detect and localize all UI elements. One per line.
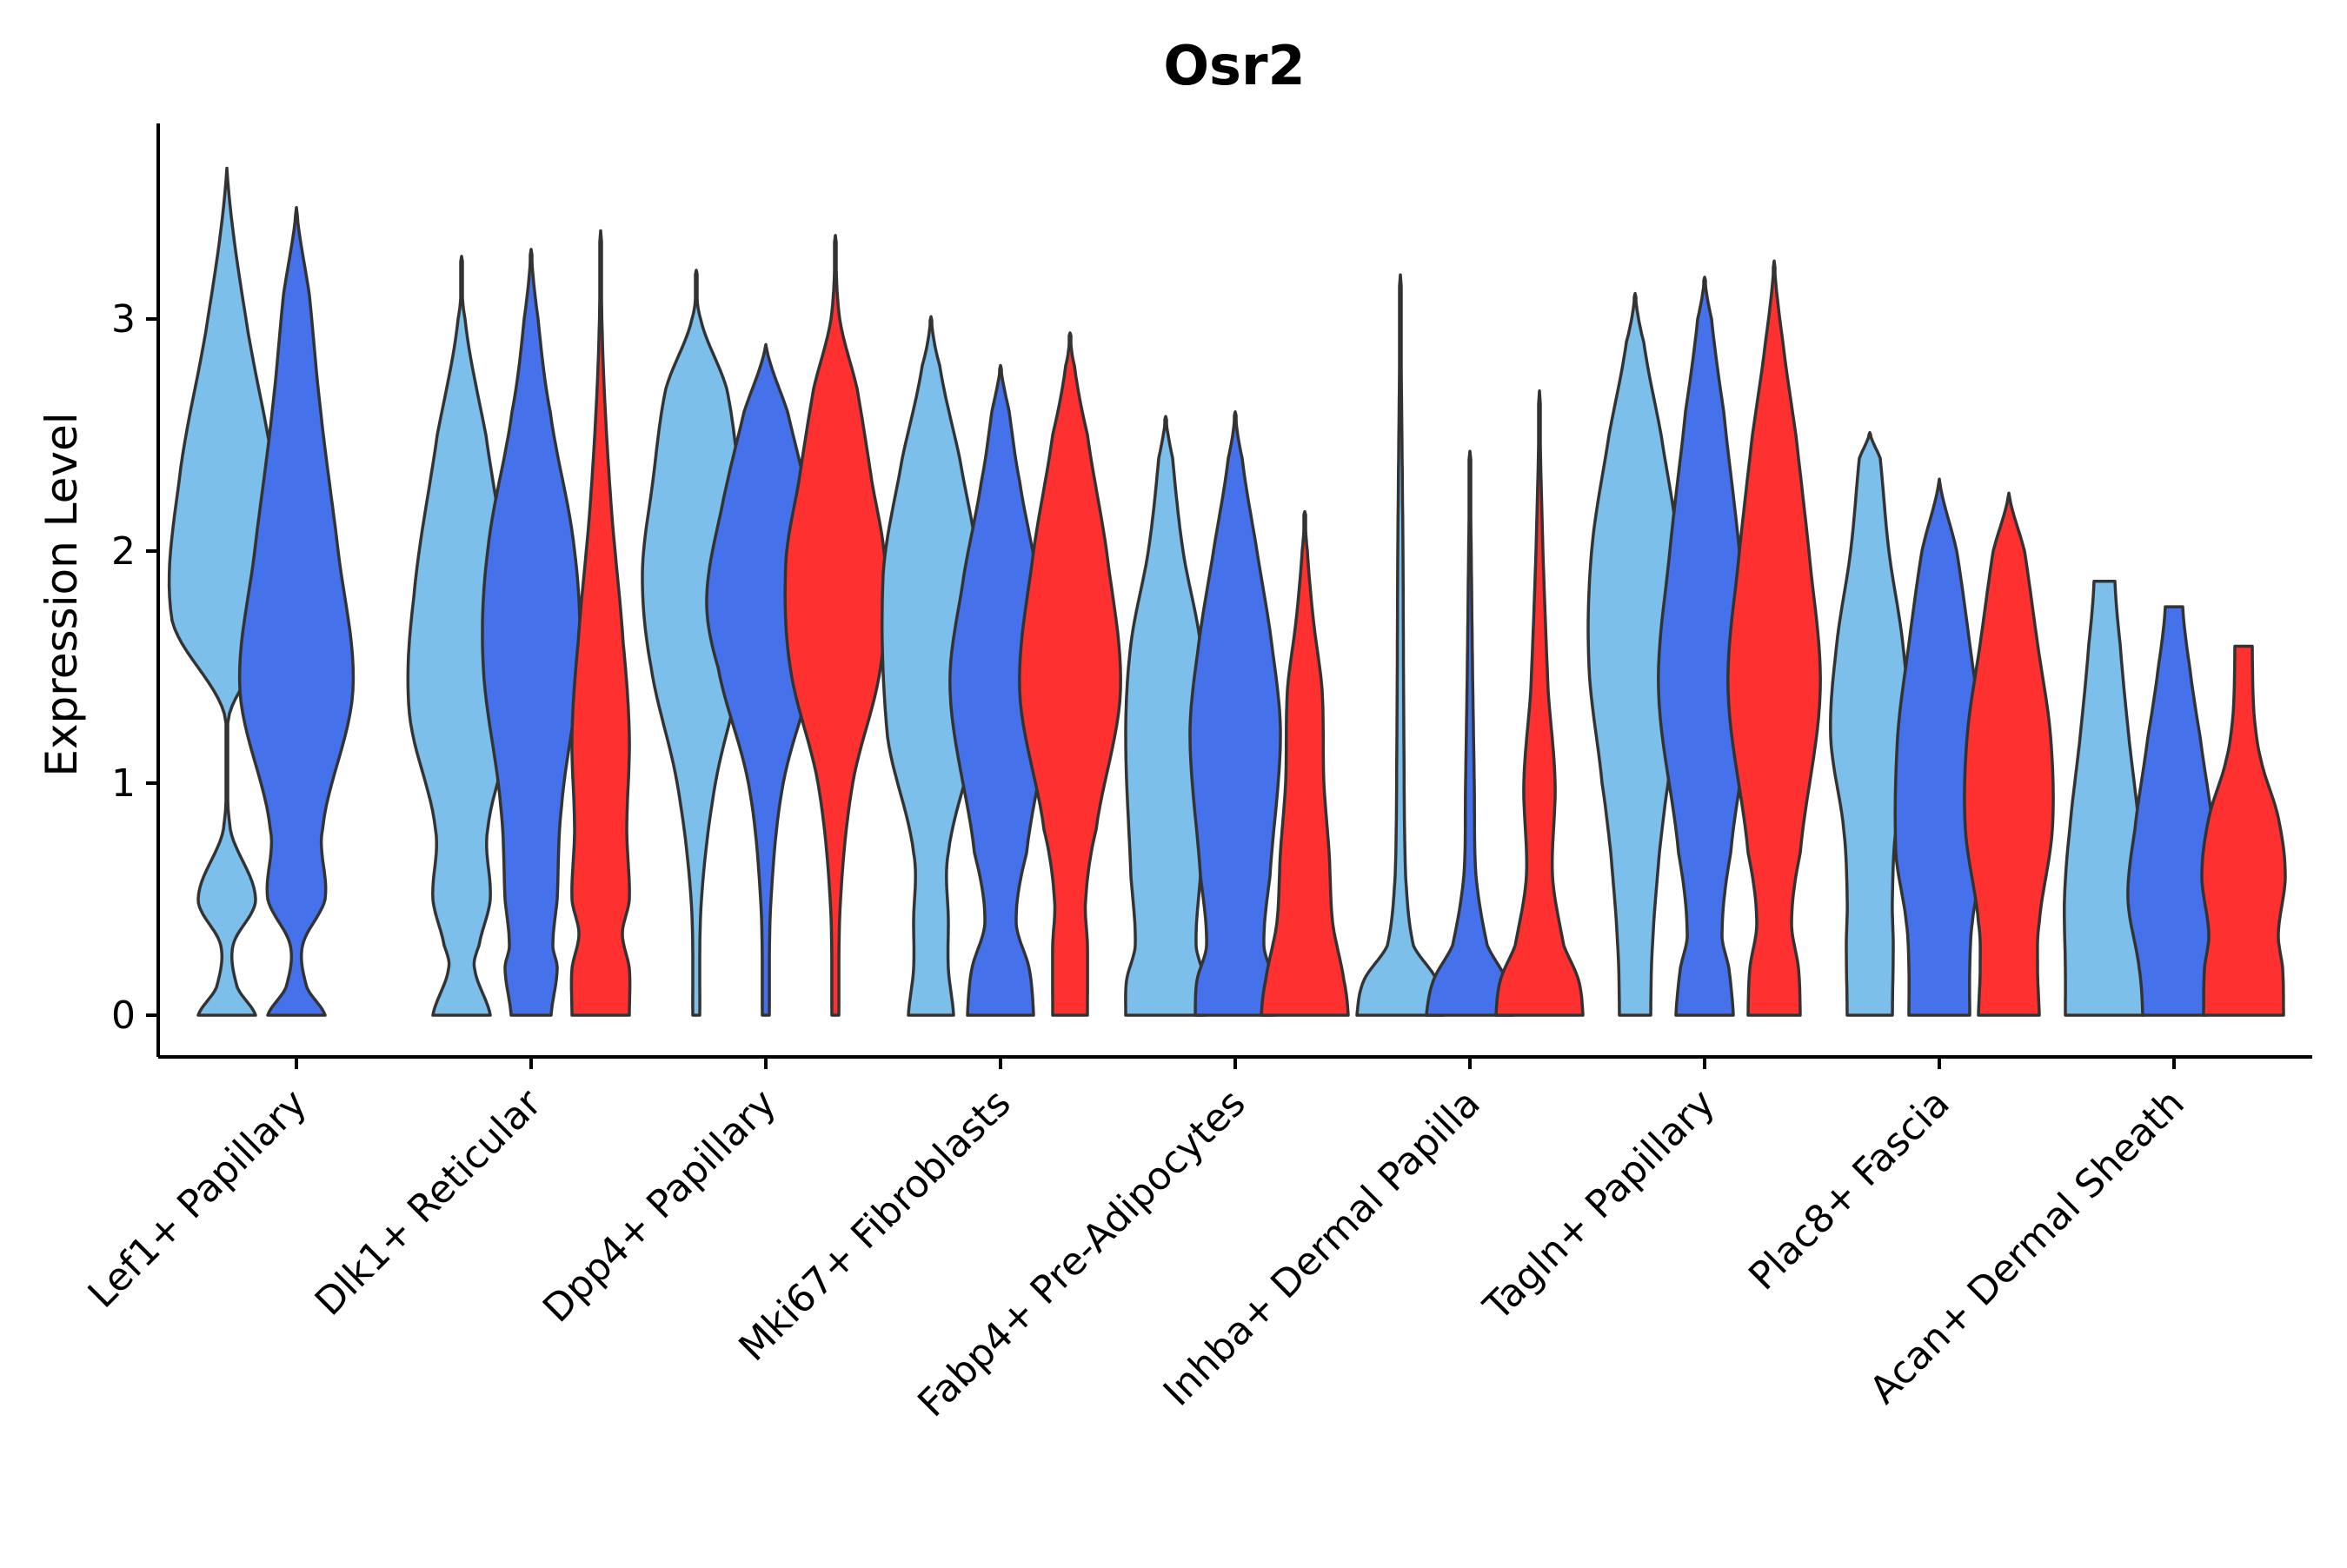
violin-mki67-fibroblasts-s1 (880, 315, 982, 1017)
violin-dlk1-reticular-s1 (406, 255, 517, 1017)
x-category-label: Plac8+ Fascia (1740, 1081, 1958, 1299)
x-category-label: Dlk1+ Reticular (307, 1080, 551, 1325)
violin-fabp4-pre-adipocytes-s2 (1188, 410, 1282, 1017)
violin-mki67-fibroblasts-s3 (1018, 331, 1122, 1017)
y-tick-label: 0 (111, 993, 136, 1038)
x-category-label: Tagln+ Papillary (1475, 1081, 1724, 1330)
violin-inhba-dermal-papilla-s2 (1425, 449, 1515, 1017)
chart-title: Osr2 (1163, 34, 1305, 97)
violin-fabp4-pre-adipocytes-s1 (1124, 415, 1207, 1017)
y-tick-label: 3 (111, 297, 136, 342)
x-category-label: Lef1+ Papillary (80, 1081, 316, 1317)
violin-lef1-papillary-s2 (237, 206, 356, 1017)
violin-dlk1-reticular-s2 (481, 248, 582, 1017)
violins-layer (167, 166, 2287, 1017)
violin-tagln-papillary-s3 (1726, 259, 1822, 1017)
violin-dlk1-reticular-s3 (569, 229, 632, 1017)
violin-tagln-papillary-s2 (1657, 276, 1752, 1017)
violin-lef1-papillary-s1 (167, 166, 287, 1017)
y-axis-label: Expression Level (37, 412, 87, 776)
violin-inhba-dermal-papilla-s1 (1355, 273, 1446, 1017)
violin-plac8-fascia-s3 (1963, 491, 2055, 1017)
violin-plac8-fascia-s1 (1829, 431, 1911, 1017)
y-tick-label: 1 (111, 761, 136, 806)
violin-tagln-papillary-s1 (1586, 291, 1684, 1017)
y-tick-label: 2 (111, 529, 136, 574)
violin-inhba-dermal-papilla-s3 (1494, 389, 1585, 1017)
violin-acan-dermal-sheath-s3 (2200, 644, 2287, 1017)
violin-acan-dermal-sheath-s1 (2063, 579, 2146, 1017)
violin-fabp4-pre-adipocytes-s3 (1260, 509, 1350, 1017)
violin-dpp4-papillary-s3 (783, 234, 888, 1017)
violin-mki67-fibroblasts-s2 (948, 363, 1053, 1017)
x-category-label: Dpp4+ Papillary (535, 1081, 785, 1332)
